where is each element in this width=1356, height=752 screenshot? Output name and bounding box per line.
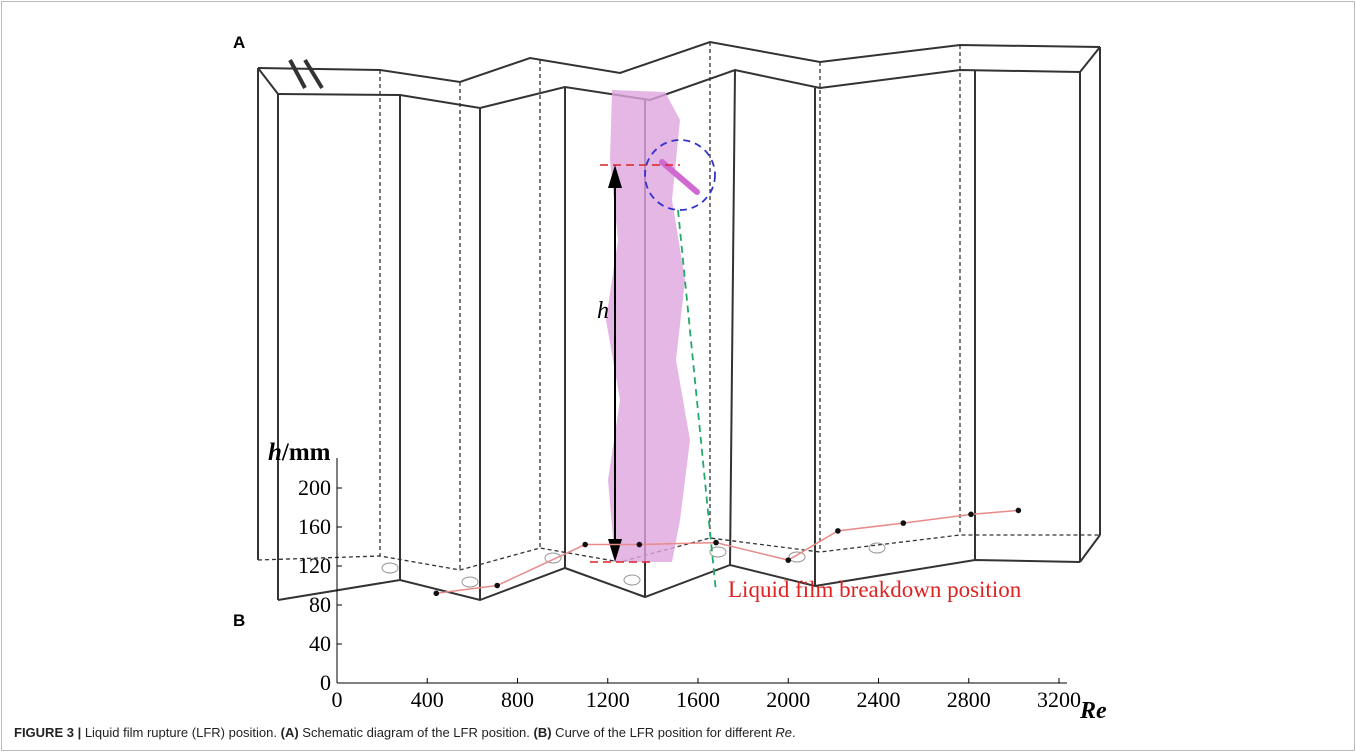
caption-part: FIGURE 3 | [14,725,81,740]
x-tick-label: 0 [332,687,343,712]
x-axis-label: Re [1079,698,1107,724]
y-axis-label: h/mm [268,439,331,466]
x-tick-label: 2400 [857,687,901,712]
caption-part: Schematic diagram of the LFR position. [299,725,534,740]
caption: FIGURE 3 | Liquid film rupture (LFR) pos… [14,725,796,740]
x-tick-label: 2000 [766,687,810,712]
y-tick-label: 200 [298,475,331,500]
data-point [433,591,439,597]
y-tick-label: 160 [298,514,331,539]
data-point [901,520,907,526]
data-point [637,542,643,548]
y-tick-label: 0 [320,670,331,695]
data-point [713,540,719,546]
x-tick-label: 1200 [586,687,630,712]
panel-label: B [233,611,245,630]
h-label: h [597,298,609,324]
y-label-var: h [268,439,282,466]
data-point [835,528,841,534]
caption-part: (B) [534,725,552,740]
caption-part: (A) [281,725,299,740]
data-point [1016,508,1022,514]
x-tick-label: 800 [501,687,534,712]
annotation: Liquid film breakdown position [728,577,1022,602]
figure: A [0,0,1356,752]
x-tick-label: 3200 [1037,687,1081,712]
caption-part: . [792,725,796,740]
schematic [258,42,1100,600]
data-point [582,542,588,548]
x-tick-label: 400 [411,687,444,712]
x-tick-label: 2800 [947,687,991,712]
data-point [785,557,791,563]
caption-part: Re [775,725,792,740]
panel-label: A [233,33,245,52]
x-tick-label: 1600 [676,687,720,712]
y-tick-label: 40 [309,631,331,656]
y-tick-label: 80 [309,592,331,617]
y-tick-label: 120 [298,553,331,578]
data-point [494,583,500,589]
caption-part: Liquid film rupture (LFR) position. [81,725,280,740]
data-point [968,512,974,518]
y-label-unit: /mm [281,439,331,466]
caption-part: Curve of the LFR position for different [552,725,776,740]
